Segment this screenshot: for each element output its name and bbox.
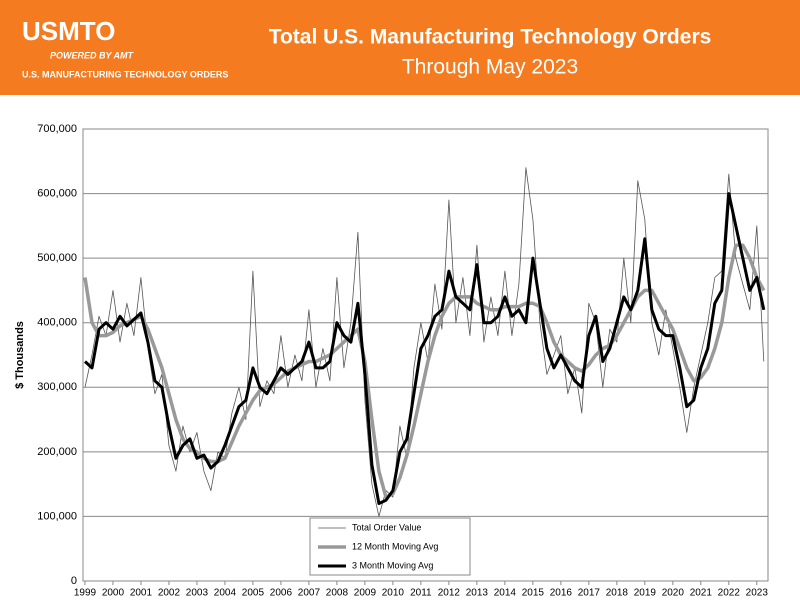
- x-tick-label: 2014: [494, 588, 517, 599]
- y-tick-label: 0: [71, 575, 77, 587]
- x-tick-label: 2008: [326, 588, 349, 599]
- x-tick-label: 2009: [354, 588, 377, 599]
- x-tick-label: 2022: [718, 588, 741, 599]
- legend-label: Total Order Value: [352, 522, 421, 532]
- x-tick-label: 2018: [606, 588, 629, 599]
- x-tick-label: 2010: [382, 588, 405, 599]
- y-tick-label: 400,000: [37, 317, 77, 329]
- y-tick-label: 500,000: [37, 252, 77, 264]
- x-tick-label: 2001: [130, 588, 153, 599]
- x-tick-label: 2012: [438, 588, 461, 599]
- header-band: [0, 0, 800, 95]
- x-tick-label: 2003: [186, 588, 209, 599]
- chart-subtitle: Through May 2023: [402, 56, 578, 79]
- x-tick-label: 2007: [298, 588, 321, 599]
- y-tick-label: 600,000: [37, 187, 77, 199]
- y-tick-label: 200,000: [37, 446, 77, 458]
- y-tick-label: 300,000: [37, 381, 77, 393]
- x-tick-label: 2002: [158, 588, 181, 599]
- plot-area: [82, 128, 769, 582]
- y-tick-label: 700,000: [37, 123, 77, 135]
- y-axis-label: $ Thousands: [14, 321, 26, 389]
- x-tick-label: 2013: [466, 588, 489, 599]
- x-tick-label: 2021: [690, 588, 713, 599]
- x-tick-label: 2000: [102, 588, 125, 599]
- chart-title: Total U.S. Manufacturing Technology Orde…: [269, 26, 712, 49]
- x-tick-label: 2011: [410, 588, 432, 599]
- powered-by: POWERED BY AMT: [50, 50, 135, 60]
- x-tick-label: 2005: [242, 588, 265, 599]
- y-tick-label: 100,000: [37, 510, 77, 522]
- logo: USMTO: [22, 16, 115, 46]
- legend-label: 12 Month Moving Avg: [352, 541, 438, 551]
- x-tick-label: 2017: [578, 588, 601, 599]
- x-tick-label: 2016: [550, 588, 573, 599]
- x-tick-label: 2019: [634, 588, 657, 599]
- legend-label: 3 Month Moving Avg: [352, 560, 433, 570]
- x-tick-label: 2020: [662, 588, 685, 599]
- x-tick-label: 1999: [74, 588, 97, 599]
- x-tick-label: 2006: [270, 588, 293, 599]
- tagline: U.S. MANUFACTURING TECHNOLOGY ORDERS: [22, 69, 228, 79]
- x-tick-label: 2004: [214, 588, 237, 599]
- x-tick-label: 2023: [746, 588, 769, 599]
- series-line: [83, 192, 766, 505]
- x-tick-label: 2015: [522, 588, 545, 599]
